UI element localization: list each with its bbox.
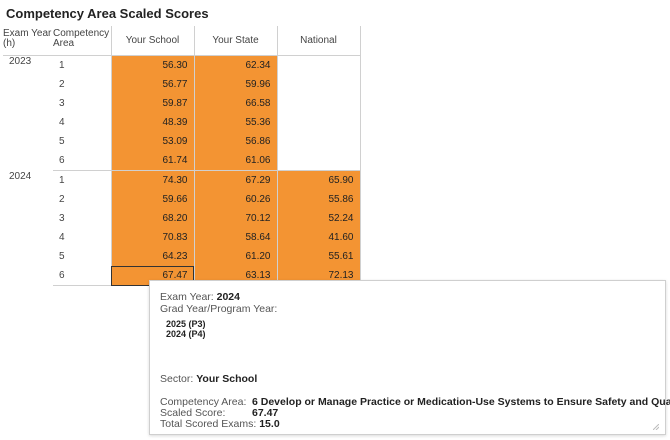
area-cell: 5 bbox=[53, 132, 112, 151]
area-cell: 5 bbox=[53, 247, 112, 266]
tooltip-grad-year-item: 2024 (P4) bbox=[166, 329, 206, 339]
state-score-cell[interactable]: 67.29 bbox=[194, 170, 278, 190]
area-cell: 6 bbox=[53, 151, 112, 171]
national-score-cell bbox=[277, 94, 361, 113]
school-score-cell[interactable]: 74.30 bbox=[111, 170, 195, 190]
school-score-cell[interactable]: 48.39 bbox=[111, 113, 195, 132]
national-score-cell bbox=[277, 55, 361, 75]
year-cell-2024: 2024 bbox=[9, 170, 32, 182]
area-cell: 4 bbox=[53, 228, 112, 247]
resize-grip-icon bbox=[653, 424, 659, 430]
tooltip-sector-label: Sector: bbox=[160, 373, 194, 385]
table-row: 3 59.87 66.58 bbox=[3, 94, 361, 113]
national-score-cell bbox=[277, 132, 361, 151]
tooltip-total-exams-value: 15.0 bbox=[259, 418, 280, 430]
tooltip-total-exams: Total Scored Exams: 15.0 bbox=[160, 418, 280, 430]
tooltip-scaled-score-label: Scaled Score: bbox=[160, 407, 226, 419]
state-score-cell[interactable]: 56.86 bbox=[194, 132, 278, 151]
area-cell: 2 bbox=[53, 75, 112, 94]
school-score-cell[interactable]: 56.77 bbox=[111, 75, 195, 94]
area-cell: 1 bbox=[53, 170, 112, 190]
national-score-cell[interactable]: 55.61 bbox=[277, 247, 361, 266]
national-score-cell bbox=[277, 151, 361, 171]
header-exam-year-line2: (h) bbox=[3, 38, 16, 49]
school-score-cell[interactable]: 70.83 bbox=[111, 228, 195, 247]
tooltip-scaled-score-value: 67.47 bbox=[252, 407, 279, 419]
national-score-cell[interactable]: 52.24 bbox=[277, 209, 361, 228]
table-row: 2024 1 74.30 67.29 65.90 bbox=[3, 170, 361, 190]
tooltip-comp-area-label: Competency Area: bbox=[160, 396, 247, 408]
page-title: Competency Area Scaled Scores bbox=[6, 6, 209, 21]
school-score-cell[interactable]: 61.74 bbox=[111, 151, 195, 171]
state-score-cell[interactable]: 60.26 bbox=[194, 190, 278, 209]
header-your-state[interactable]: Your State bbox=[194, 26, 278, 56]
tooltip-comp-area-value: 6 Develop or Manage Practice or Medicati… bbox=[252, 396, 670, 408]
table-row: 5 53.09 56.86 bbox=[3, 132, 361, 151]
school-score-cell[interactable]: 59.87 bbox=[111, 94, 195, 113]
state-score-cell[interactable]: 66.58 bbox=[194, 94, 278, 113]
table-row: 2 56.77 59.96 bbox=[3, 75, 361, 94]
school-score-cell[interactable]: 53.09 bbox=[111, 132, 195, 151]
table-row: 5 64.23 61.20 55.61 bbox=[3, 247, 361, 266]
header-comp-area-line2: Area bbox=[53, 38, 75, 49]
area-cell: 6 bbox=[53, 266, 112, 286]
area-cell: 1 bbox=[53, 55, 112, 75]
header-your-school[interactable]: Your School bbox=[111, 26, 195, 56]
national-score-cell[interactable]: 65.90 bbox=[277, 170, 361, 190]
tooltip-competency-area: Competency Area: 6 Develop or Manage Prac… bbox=[160, 396, 670, 408]
tooltip-total-exams-label: Total Scored Exams: bbox=[160, 418, 257, 430]
tooltip-exam-year-value: 2024 bbox=[216, 291, 240, 303]
header-national[interactable]: National bbox=[277, 26, 361, 56]
year-cell-2023: 2023 bbox=[9, 56, 32, 67]
table-row: 6 61.74 61.06 bbox=[3, 151, 361, 171]
state-score-cell[interactable]: 61.20 bbox=[194, 247, 278, 266]
table-row: 3 68.20 70.12 52.24 bbox=[3, 209, 361, 228]
header-exam-year-line1: Exam Year bbox=[3, 28, 52, 39]
tooltip-sector-value: Your School bbox=[196, 373, 258, 385]
header-comp-area-line1: Competency bbox=[53, 28, 110, 39]
national-score-cell bbox=[277, 75, 361, 94]
table-header-row: Exam Year (h) Competency Area Your Schoo… bbox=[3, 26, 361, 56]
school-score-cell[interactable]: 56.30 bbox=[111, 55, 195, 75]
area-cell: 4 bbox=[53, 113, 112, 132]
state-score-cell[interactable]: 70.12 bbox=[194, 209, 278, 228]
header-competency-area[interactable]: Competency Area bbox=[53, 26, 112, 56]
scores-table: Exam Year (h) Competency Area Your Schoo… bbox=[3, 26, 361, 286]
school-score-cell[interactable]: 68.20 bbox=[111, 209, 195, 228]
table-row: 2 59.66 60.26 55.86 bbox=[3, 190, 361, 209]
school-score-cell[interactable]: 64.23 bbox=[111, 247, 195, 266]
state-score-cell[interactable]: 61.06 bbox=[194, 151, 278, 171]
tooltip-grad-year-label: Grad Year/Program Year: bbox=[160, 303, 278, 315]
table-row: 4 70.83 58.64 41.60 bbox=[3, 228, 361, 247]
tooltip-exam-year: Exam Year: 2024 bbox=[160, 291, 240, 303]
area-cell: 3 bbox=[53, 209, 112, 228]
national-score-cell bbox=[277, 113, 361, 132]
school-score-cell[interactable]: 59.66 bbox=[111, 190, 195, 209]
header-exam-year[interactable]: Exam Year (h) bbox=[3, 26, 53, 56]
area-cell: 2 bbox=[53, 190, 112, 209]
state-score-cell[interactable]: 58.64 bbox=[194, 228, 278, 247]
tooltip-scaled-score: Scaled Score: 67.47 bbox=[160, 407, 278, 419]
tooltip-sector: Sector: Your School bbox=[160, 373, 257, 385]
score-tooltip: Exam Year: 2024 Grad Year/Program Year: … bbox=[149, 280, 670, 435]
tooltip-exam-year-label: Exam Year: bbox=[160, 291, 214, 303]
state-score-cell[interactable]: 59.96 bbox=[194, 75, 278, 94]
table-row: 2023 1 56.30 62.34 bbox=[3, 55, 361, 75]
state-score-cell[interactable]: 55.36 bbox=[194, 113, 278, 132]
table-row: 4 48.39 55.36 bbox=[3, 113, 361, 132]
national-score-cell[interactable]: 41.60 bbox=[277, 228, 361, 247]
state-score-cell[interactable]: 62.34 bbox=[194, 55, 278, 75]
national-score-cell[interactable]: 55.86 bbox=[277, 190, 361, 209]
area-cell: 3 bbox=[53, 94, 112, 113]
tooltip-grad-year-item: 2025 (P3) bbox=[166, 319, 206, 329]
